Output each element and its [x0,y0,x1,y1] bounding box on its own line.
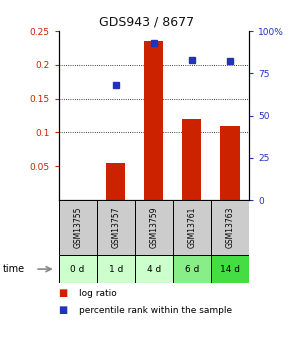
Bar [97,200,135,255]
Text: percentile rank within the sample: percentile rank within the sample [79,306,232,315]
Bar [59,200,97,255]
Bar [135,200,173,255]
Text: 1 d: 1 d [108,265,123,274]
Text: GSM13755: GSM13755 [73,207,82,248]
Text: 6 d: 6 d [185,265,199,274]
Bar [211,255,249,283]
Text: GSM13763: GSM13763 [226,207,234,248]
Text: ■: ■ [59,288,68,298]
Bar [211,200,249,255]
Text: time: time [3,264,25,274]
Bar [144,41,163,200]
Bar [106,163,125,200]
Bar [97,255,135,283]
Bar [182,119,201,200]
Text: 14 d: 14 d [220,265,240,274]
Bar [220,126,239,200]
Bar [59,255,97,283]
Bar [173,200,211,255]
Text: ■: ■ [59,306,68,315]
Text: GSM13757: GSM13757 [111,207,120,248]
Text: GSM13759: GSM13759 [149,207,158,248]
Text: GSM13761: GSM13761 [188,207,196,248]
Text: 0 d: 0 d [70,265,85,274]
Bar [173,255,211,283]
Text: 4 d: 4 d [147,265,161,274]
Bar [135,255,173,283]
Text: log ratio: log ratio [79,289,117,298]
Text: GDS943 / 8677: GDS943 / 8677 [99,16,194,29]
